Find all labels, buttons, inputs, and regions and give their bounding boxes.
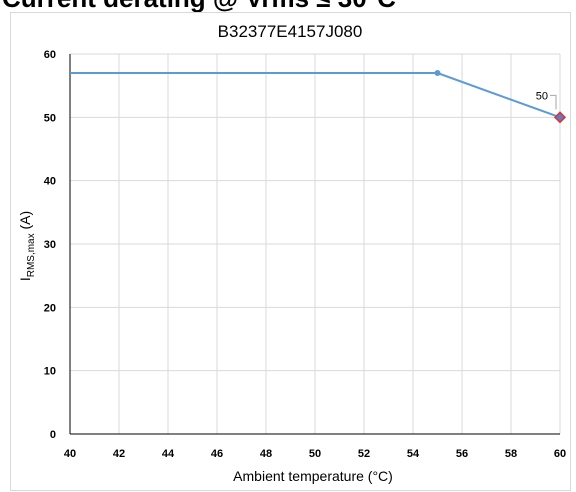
grid-lines	[70, 53, 561, 434]
y-tick-label: 60	[44, 49, 56, 61]
y-tick-label: 20	[44, 302, 56, 314]
highlight-point	[553, 111, 567, 124]
x-axis-title: Ambient temperature (°C)	[233, 468, 393, 484]
series-point	[434, 70, 441, 76]
y-tick-label: 10	[44, 366, 56, 378]
data-label: 50	[536, 90, 548, 102]
axes	[69, 54, 560, 435]
y-tick-label: 40	[44, 176, 56, 188]
x-tick-label: 54	[407, 448, 420, 460]
page-heading: Current derating @ Vrms ≤ 30°C	[2, 0, 396, 14]
x-tick-label: 52	[358, 448, 370, 460]
data-label-leader	[550, 94, 557, 110]
y-axis-title: IRMS,max (A)	[17, 211, 37, 281]
x-tick-label: 44	[162, 448, 175, 460]
y-tick-label: 0	[50, 429, 56, 441]
x-tick-label: 40	[64, 448, 76, 460]
data-series: 50	[70, 70, 567, 124]
x-tick-label: 56	[456, 448, 468, 460]
tick-labels: 40 42 44 46 48 50 52 54 56 58 60 0 10 20 30 40 50 60	[44, 49, 566, 460]
chart-title: B32377E4157J080	[218, 22, 363, 41]
x-tick-label: 60	[554, 448, 566, 460]
x-tick-label: 46	[211, 448, 223, 460]
y-tick-label: 50	[44, 112, 56, 124]
x-tick-label: 42	[113, 448, 125, 460]
chart-area-border	[10, 12, 571, 491]
x-tick-label: 50	[309, 448, 321, 460]
x-tick-label: 58	[505, 448, 517, 460]
y-tick-label: 30	[44, 239, 56, 251]
x-tick-label: 48	[260, 448, 272, 460]
